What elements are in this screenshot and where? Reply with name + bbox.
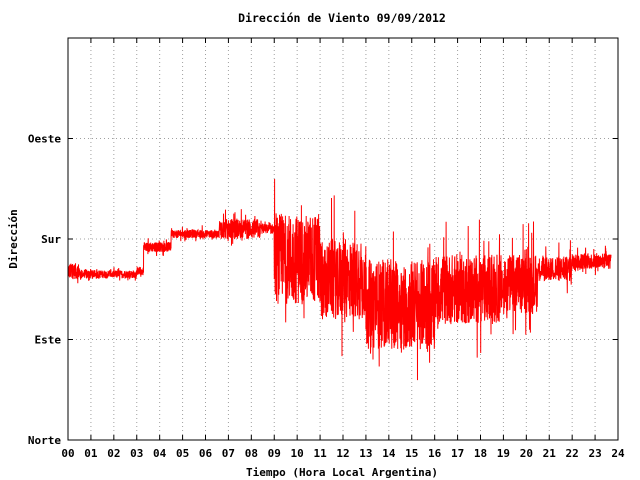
- series-line: [67, 178, 612, 381]
- x-tick-label: 21: [543, 447, 557, 460]
- x-tick-label: 00: [61, 447, 74, 460]
- x-tick-label: 12: [336, 447, 349, 460]
- x-tick-label: 09: [268, 447, 281, 460]
- x-tick-label: 20: [520, 447, 533, 460]
- x-tick-label: 15: [405, 447, 418, 460]
- chart-title: Dirección de Viento 09/09/2012: [238, 11, 446, 25]
- x-tick-label: 06: [199, 447, 213, 460]
- x-tick-label: 17: [451, 447, 464, 460]
- x-tick-label: 22: [566, 447, 579, 460]
- x-tick-label: 01: [84, 447, 98, 460]
- y-axis-label: Dirección: [7, 209, 20, 269]
- x-axis-label: Tiempo (Hora Local Argentina): [246, 466, 438, 479]
- x-tick-label: 03: [130, 447, 143, 460]
- x-tick-label: 23: [588, 447, 601, 460]
- x-tick-label: 04: [153, 447, 167, 460]
- y-tick-label: Norte: [28, 434, 61, 447]
- x-tick-label: 19: [497, 447, 510, 460]
- y-tick-label: Este: [35, 334, 62, 347]
- x-tick-label: 07: [222, 447, 235, 460]
- x-tick-label: 02: [107, 447, 120, 460]
- ticks: 00 01 02 03 04 05 06 07 08 09 10 11 12 13 14 15 16 17 18 19…: [28, 38, 625, 460]
- x-tick-label: 13: [359, 447, 372, 460]
- series-group: [67, 178, 612, 381]
- y-tick-label: Oeste: [28, 133, 61, 146]
- y-tick-label: Sur: [41, 233, 61, 246]
- x-tick-label: 10: [291, 447, 304, 460]
- x-tick-label: 24: [611, 447, 625, 460]
- x-tick-label: 14: [382, 447, 396, 460]
- x-tick-label: 16: [428, 447, 442, 460]
- x-tick-label: 18: [474, 447, 487, 460]
- x-tick-label: 11: [313, 447, 327, 460]
- x-tick-label: 05: [176, 447, 189, 460]
- x-tick-label: 08: [245, 447, 258, 460]
